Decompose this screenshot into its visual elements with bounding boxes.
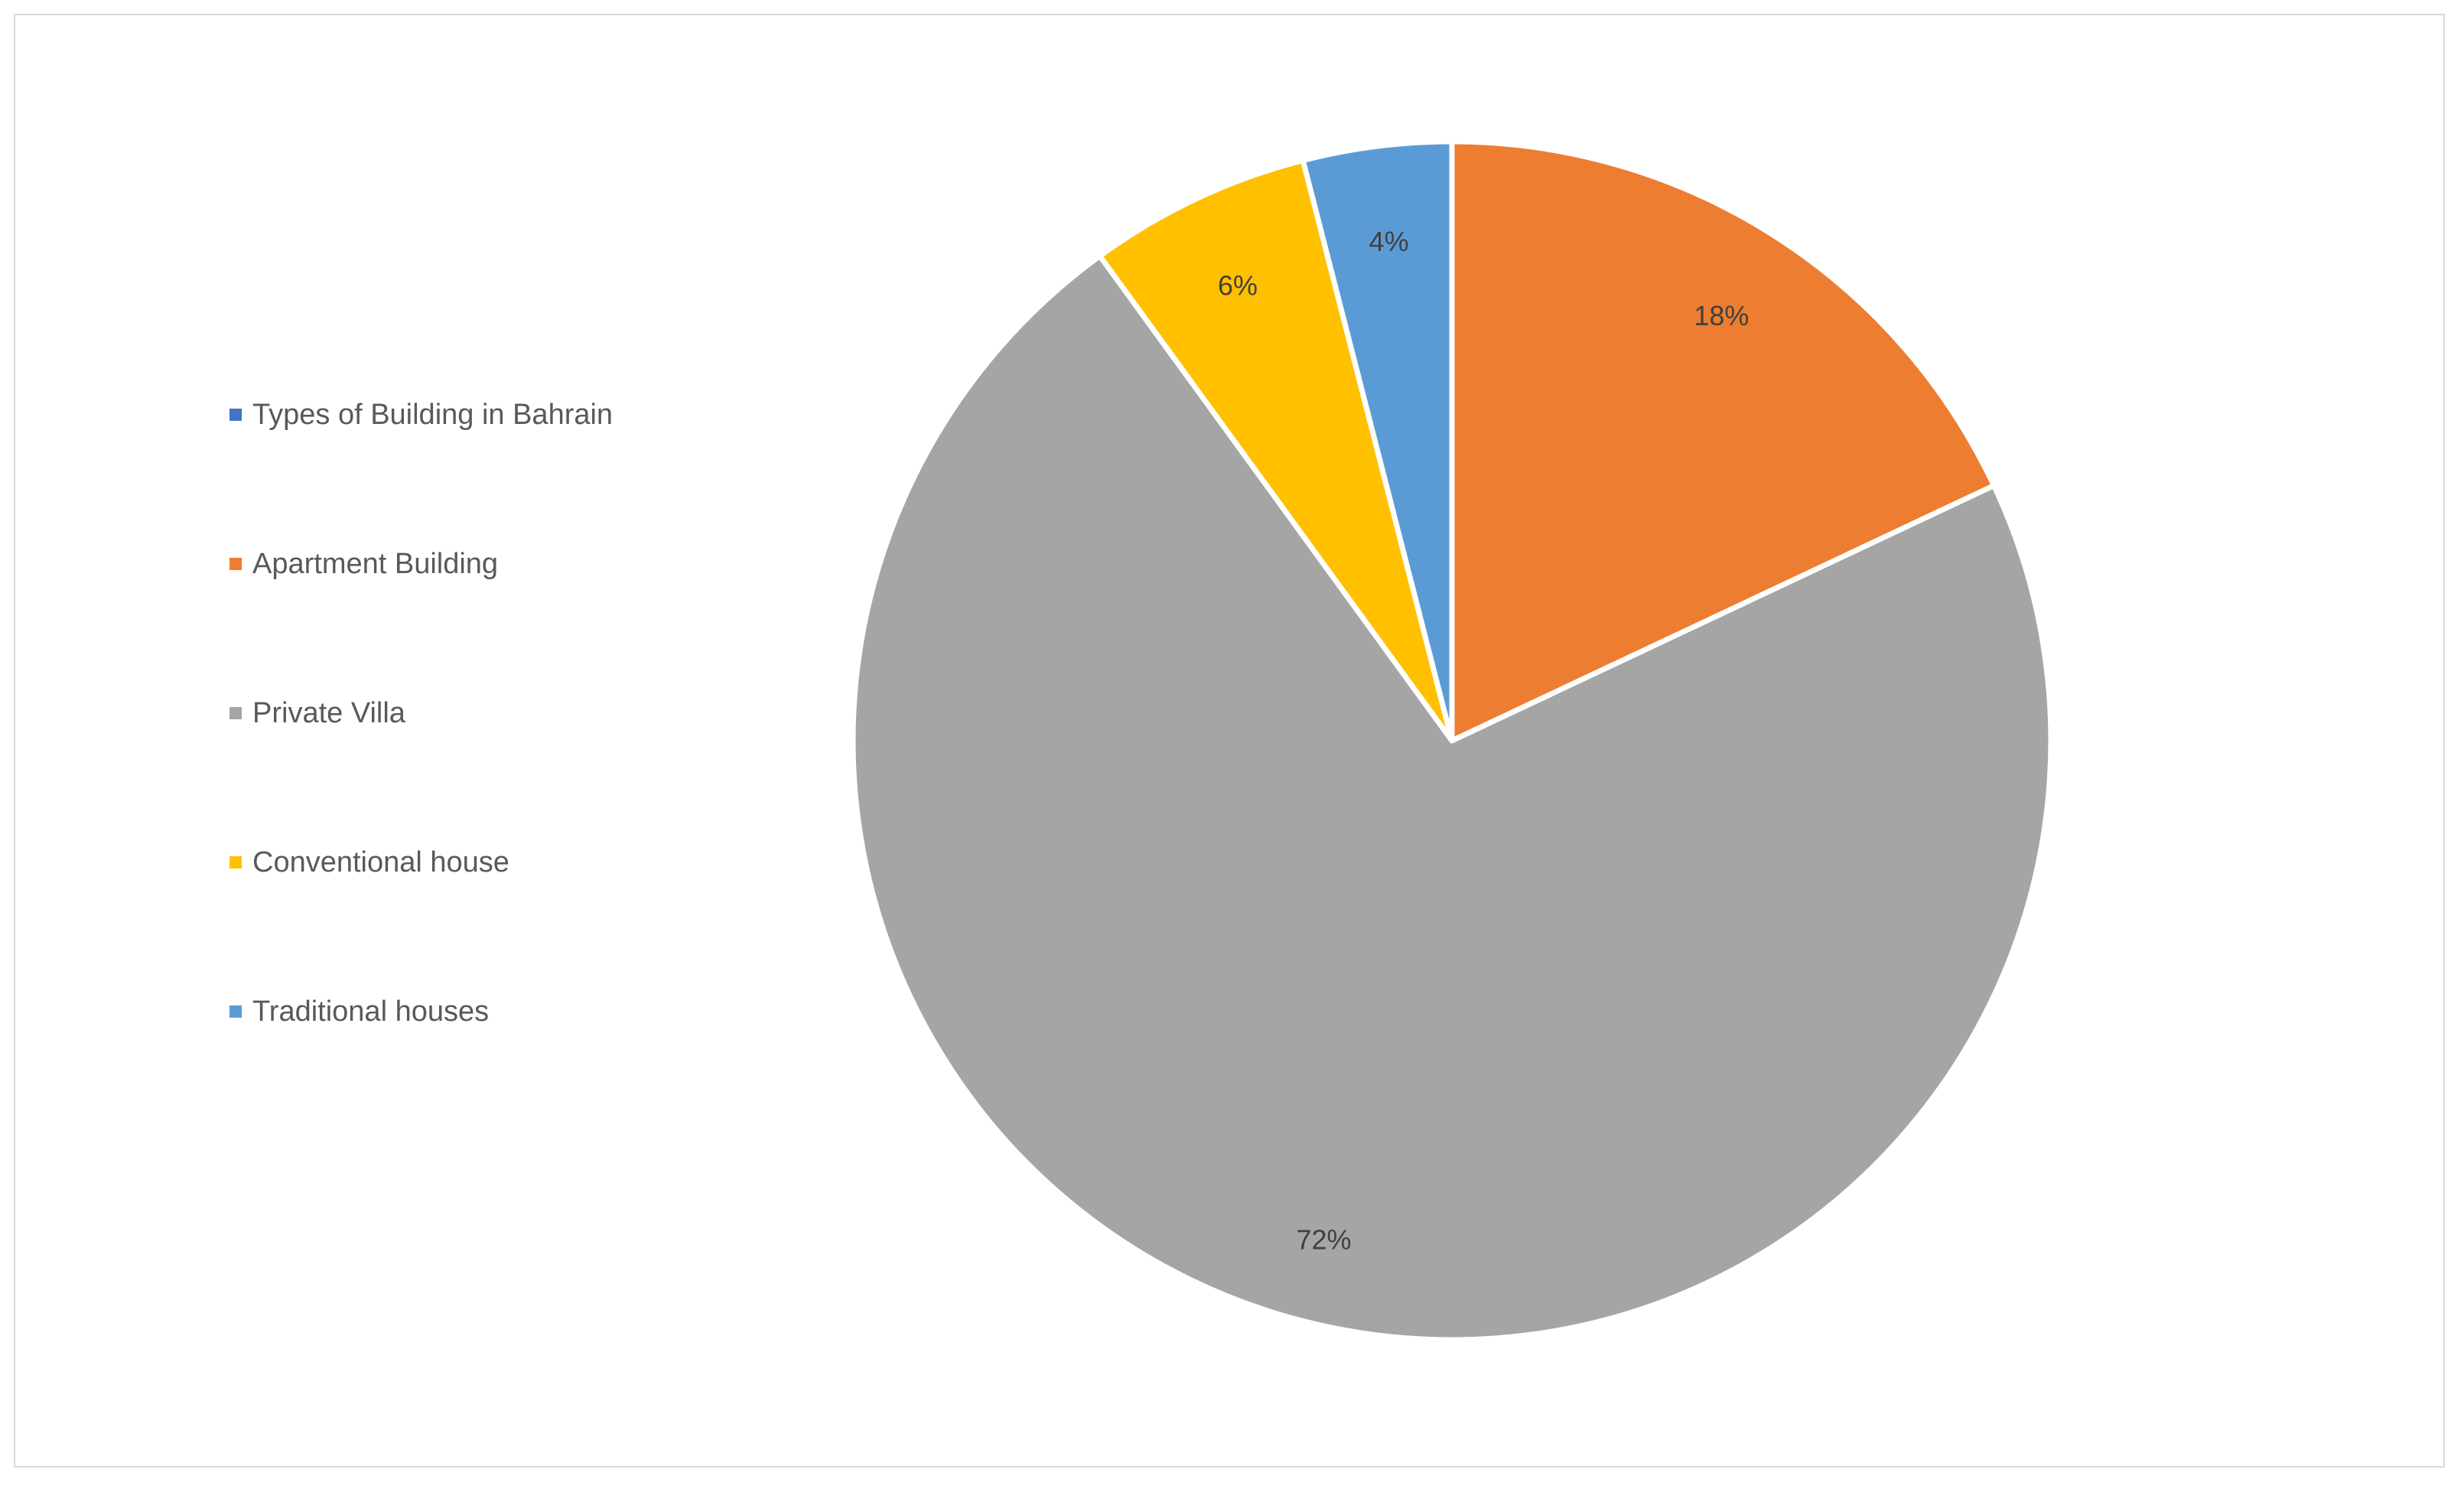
legend-swatch bbox=[229, 558, 242, 570]
pie-slice bbox=[1449, 138, 1997, 744]
legend-label: Private Villa bbox=[252, 697, 405, 729]
slice-data-label: 18% bbox=[1694, 300, 1749, 331]
legend-label: Traditional houses bbox=[252, 996, 490, 1028]
pie-slice bbox=[1097, 158, 1455, 744]
slice-data-label: 6% bbox=[1218, 269, 1258, 301]
legend-label: Apartment Building bbox=[252, 548, 499, 580]
legend-swatch bbox=[229, 1005, 242, 1018]
pie-slice bbox=[850, 253, 2054, 1343]
legend-swatch bbox=[229, 856, 242, 868]
slice-data-label: 72% bbox=[1297, 1224, 1352, 1256]
legend-label: Conventional house bbox=[252, 846, 509, 878]
legend-label: Types of Building in Bahrain bbox=[252, 399, 614, 431]
legend-swatch bbox=[229, 409, 242, 421]
legend-swatch bbox=[229, 707, 242, 719]
slice-data-label: 4% bbox=[1369, 226, 1409, 257]
pie-slice bbox=[1300, 138, 1455, 744]
